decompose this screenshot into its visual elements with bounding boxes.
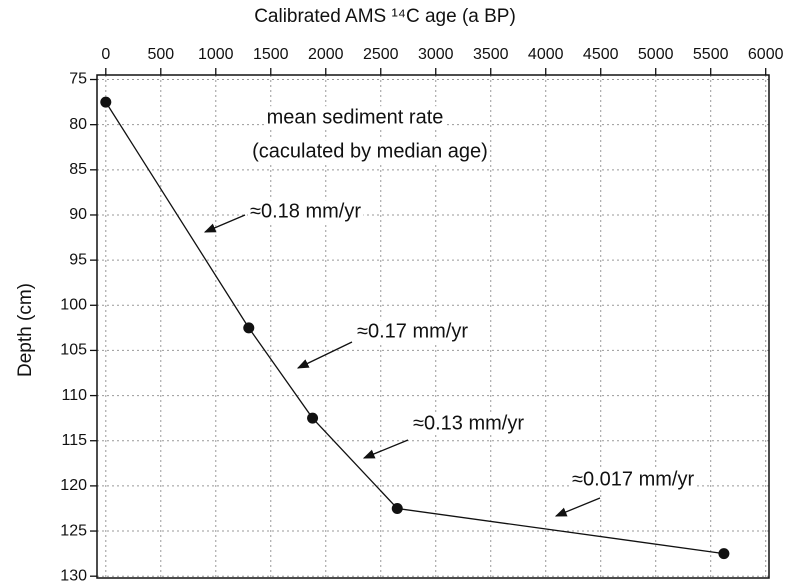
- data-point: [100, 96, 112, 108]
- annotation: ≈0.017 mm/yr: [572, 468, 694, 490]
- x-tick-label: 6000: [748, 46, 784, 63]
- y-tick-label: 105: [60, 342, 87, 359]
- arrow: [362, 439, 409, 459]
- x-tick-label: 3500: [473, 46, 509, 63]
- y-tick-label: 115: [61, 432, 87, 449]
- data-point: [307, 412, 319, 424]
- x-tick-label: 5000: [638, 46, 674, 63]
- y-tick-label: 85: [69, 161, 87, 178]
- x-tick-label: 4500: [583, 46, 619, 63]
- x-tick-label: 2000: [308, 46, 344, 63]
- annotation-bg: [570, 468, 697, 491]
- annotation: (caculated by median age): [252, 140, 488, 162]
- y-tick-label: 75: [69, 71, 87, 88]
- y-tick-label: 80: [69, 116, 87, 133]
- y-tick-label: 130: [60, 567, 87, 584]
- annotation: mean sediment rate: [267, 106, 444, 128]
- annotation: ≈0.17 mm/yr: [357, 320, 468, 342]
- annotation-bg: [248, 200, 364, 223]
- arrow: [296, 341, 353, 369]
- x-tick-label: 1000: [198, 46, 234, 63]
- annotation: ≈0.13 mm/yr: [413, 412, 524, 434]
- annotation-bg: [355, 320, 471, 343]
- x-tick-label: 0: [101, 46, 110, 63]
- x-tick-label: 3000: [418, 46, 454, 63]
- y-tick-label: 90: [69, 206, 87, 223]
- x-axis-title: Calibrated AMS ¹⁴C age (a BP): [254, 6, 516, 27]
- data-point: [243, 322, 255, 334]
- x-tick-label: 500: [147, 46, 174, 63]
- y-tick-label: 125: [60, 522, 87, 539]
- annotation: ≈0.18 mm/yr: [250, 200, 361, 222]
- x-tick-label: 5500: [693, 46, 729, 63]
- plot-frame: [96, 74, 770, 579]
- data-point: [718, 548, 730, 560]
- y-tick-label: 120: [60, 477, 87, 494]
- x-tick-label: 4000: [528, 46, 564, 63]
- y-axis-title: Depth (cm): [15, 283, 36, 377]
- annotation-bg: [250, 140, 490, 163]
- x-tick-label: 2500: [363, 46, 399, 63]
- annotation-bg: [264, 106, 446, 129]
- arrow: [554, 497, 601, 517]
- y-tick-label: 95: [69, 251, 87, 268]
- arrow: [203, 214, 246, 233]
- data-point: [391, 502, 403, 514]
- x-tick-label: 1500: [253, 46, 289, 63]
- y-tick-label: 110: [61, 387, 87, 404]
- annotation-bg: [411, 412, 527, 435]
- y-tick-label: 100: [60, 296, 87, 313]
